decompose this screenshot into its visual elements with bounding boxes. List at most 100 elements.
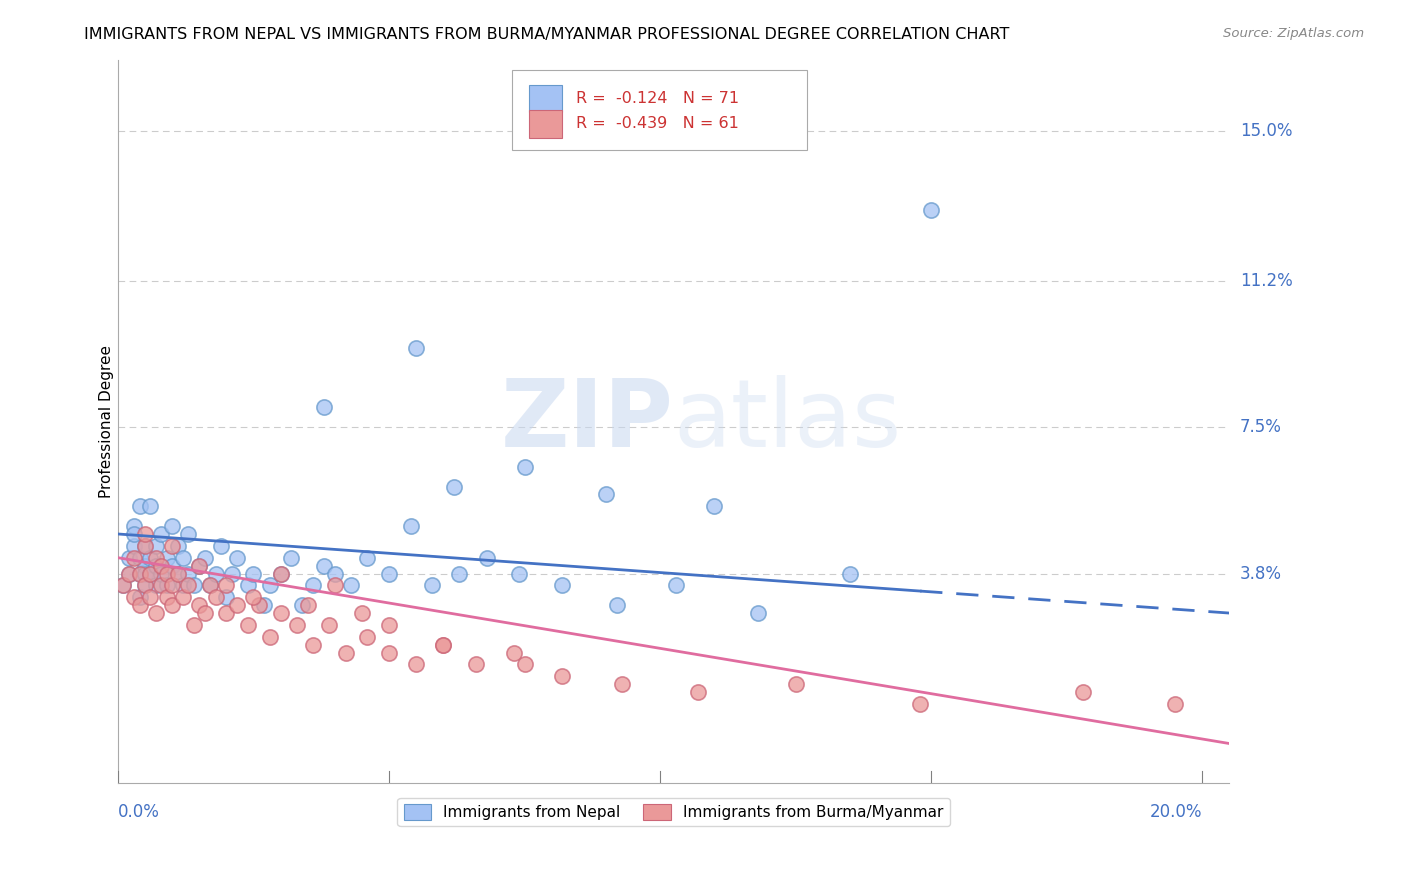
Point (128, 550, 150, 565)
Point (686, 685, 709, 699)
Point (118, 566, 141, 581)
Point (703, 500, 725, 514)
Point (323, 578, 346, 592)
Point (399, 519, 422, 533)
Point (118, 550, 141, 565)
Point (335, 646, 357, 660)
Point (160, 598, 183, 612)
Point (1071, 685, 1094, 699)
Point (297, 598, 319, 612)
Point (198, 578, 221, 592)
Point (166, 566, 188, 581)
Point (134, 566, 156, 581)
Y-axis label: Professional Degree: Professional Degree (100, 345, 114, 498)
Point (242, 566, 264, 581)
Point (340, 578, 363, 592)
Point (183, 618, 205, 632)
Point (128, 591, 150, 605)
Text: ZIP: ZIP (501, 376, 673, 467)
Point (302, 638, 325, 652)
Point (145, 578, 167, 592)
Point (139, 500, 162, 514)
Point (405, 657, 427, 672)
Point (665, 578, 688, 592)
Point (270, 566, 292, 581)
Point (177, 527, 200, 541)
Point (253, 598, 276, 612)
Point (280, 550, 302, 565)
Text: atlas: atlas (673, 376, 901, 467)
Point (194, 550, 217, 565)
Point (145, 606, 167, 620)
Text: R =  -0.124   N = 71: R = -0.124 N = 71 (576, 91, 740, 106)
Point (150, 558, 173, 573)
Point (312, 401, 335, 415)
Point (145, 539, 167, 553)
Point (139, 566, 162, 581)
Point (128, 566, 150, 581)
Point (513, 459, 536, 474)
Point (139, 566, 162, 581)
Point (156, 566, 179, 581)
Point (156, 591, 179, 605)
Bar (529, 85, 562, 112)
Text: IMMIGRANTS FROM NEPAL VS IMMIGRANTS FROM BURMA/MYANMAR PROFESSIONAL DEGREE CORRE: IMMIGRANTS FROM NEPAL VS IMMIGRANTS FROM… (84, 27, 1010, 42)
Point (356, 630, 378, 644)
Point (188, 598, 211, 612)
Point (160, 519, 183, 533)
Point (156, 578, 179, 592)
Point (194, 606, 217, 620)
Point (502, 646, 524, 660)
Point (606, 598, 628, 612)
Point (908, 697, 931, 711)
Point (166, 539, 188, 553)
Point (464, 657, 486, 672)
Point (204, 591, 226, 605)
Text: 15.0%: 15.0% (1240, 122, 1292, 140)
Point (226, 598, 249, 612)
Point (236, 578, 259, 592)
Point (270, 566, 292, 581)
Point (318, 618, 340, 632)
Point (236, 618, 259, 632)
Point (226, 550, 249, 565)
Point (112, 578, 135, 592)
Point (160, 578, 183, 592)
Point (215, 578, 238, 592)
Point (122, 591, 145, 605)
Point (177, 566, 200, 581)
Point (747, 606, 769, 620)
Point (122, 550, 145, 565)
Point (356, 550, 378, 565)
Point (145, 550, 167, 565)
Point (139, 550, 162, 565)
Point (150, 566, 173, 581)
Point (134, 527, 156, 541)
Point (432, 638, 454, 652)
Text: 11.2%: 11.2% (1240, 272, 1292, 290)
Point (198, 578, 221, 592)
Point (215, 591, 238, 605)
Point (1164, 697, 1187, 711)
Point (183, 578, 205, 592)
Point (785, 677, 807, 691)
Point (259, 578, 281, 592)
Text: Source: ZipAtlas.com: Source: ZipAtlas.com (1223, 27, 1364, 40)
Point (134, 539, 156, 553)
Legend: Immigrants from Nepal, Immigrants from Burma/Myanmar: Immigrants from Nepal, Immigrants from B… (398, 797, 949, 826)
Point (188, 558, 211, 573)
Point (139, 591, 162, 605)
Point (513, 657, 536, 672)
Point (209, 539, 232, 553)
Point (595, 487, 617, 501)
Point (508, 566, 530, 581)
Point (204, 566, 226, 581)
Point (422, 578, 444, 592)
Point (160, 539, 183, 553)
Point (172, 550, 194, 565)
Point (432, 638, 454, 652)
Point (172, 591, 194, 605)
Point (449, 566, 471, 581)
Point (160, 558, 183, 573)
Point (378, 646, 401, 660)
